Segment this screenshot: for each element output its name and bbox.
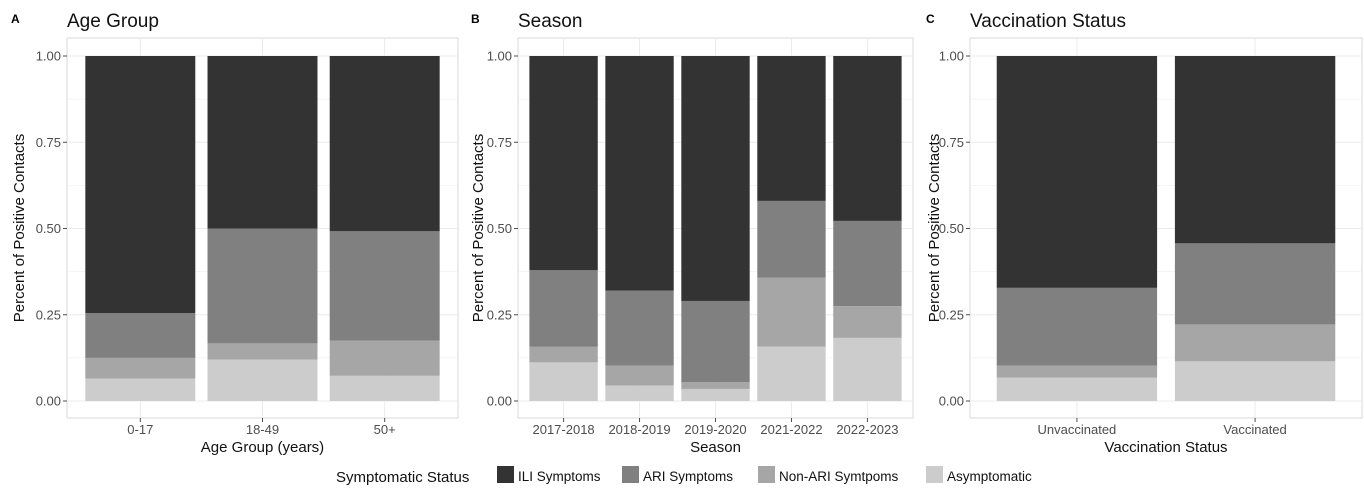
x-axis-title: Age Group (years)	[201, 439, 324, 456]
bar-segment-ari-symptoms-1	[207, 228, 318, 344]
bar-segment-asymptomatic-0	[529, 362, 598, 401]
bar-segment-ili-symptoms-4	[833, 56, 902, 221]
bar-segment-asymptomatic-2	[329, 375, 440, 401]
y-axis-title: Percent of Positive Contacts	[11, 134, 28, 322]
bar-segment-ili-symptoms-0	[85, 56, 196, 314]
panel-b: B Season 2017-2018 2018-2019 2019-2020 2021-2…	[470, 11, 914, 456]
bar-segment-asymptomatic-1	[207, 359, 318, 401]
bar-segment-non-ari-symtpoms-4	[833, 306, 902, 338]
bar-segment-ili-symptoms-0	[996, 56, 1158, 288]
legend-label: ARI Symptoms	[643, 469, 733, 484]
x-tick-label: 2018-2019	[608, 422, 670, 437]
y-tick-label: 0.50	[487, 221, 512, 236]
bar-segment-ari-symptoms-2	[681, 300, 750, 383]
x-tick-label: 18-49	[246, 422, 279, 437]
y-tick-label: 1.00	[36, 49, 61, 64]
panel-letter: C	[926, 12, 935, 26]
bar-segment-non-ari-symtpoms-0	[85, 357, 196, 379]
bar-segment-non-ari-symtpoms-1	[605, 365, 674, 386]
legend-label: Asymptomatic	[947, 469, 1032, 484]
x-tick-label: 50+	[374, 422, 396, 437]
bar-segment-asymptomatic-1	[605, 385, 674, 401]
x-axis-title: Vaccination Status	[1104, 439, 1227, 456]
x-tick-label: 0-17	[127, 422, 153, 437]
legend-swatch	[497, 466, 514, 483]
bar-segment-ili-symptoms-1	[1174, 56, 1336, 244]
bar-segment-non-ari-symtpoms-1	[207, 343, 318, 360]
bar-segment-ari-symptoms-2	[329, 231, 440, 341]
y-tick-label: 0.75	[487, 135, 512, 150]
bar-segment-non-ari-symtpoms-0	[996, 365, 1158, 378]
legend-item-non-ari-symtpoms: Non-ARI Symtpoms	[758, 466, 899, 484]
legend-label: ILI Symptoms	[518, 469, 601, 484]
bar-segment-ili-symptoms-1	[207, 56, 318, 229]
panel-letter: A	[11, 12, 20, 26]
bar-segment-non-ari-symtpoms-2	[329, 340, 440, 376]
y-tick-label: 0.75	[36, 135, 61, 150]
bar-segment-asymptomatic-4	[833, 337, 902, 401]
y-tick-label: 1.00	[487, 49, 512, 64]
legend-label: Non-ARI Symtpoms	[779, 469, 899, 484]
bar-segment-ili-symptoms-1	[605, 56, 674, 291]
panel-a: A Age Group 0-17 18-49 50+ 0.00 0.25 0.50 0.75 1.…	[11, 11, 459, 456]
bar-segment-ari-symptoms-0	[529, 270, 598, 347]
legend-swatch	[622, 466, 639, 483]
y-tick-label: 0.50	[939, 221, 964, 236]
bar-segment-ili-symptoms-2	[681, 56, 750, 301]
y-tick-label: 0.75	[939, 135, 964, 150]
y-tick-label: 0.25	[36, 307, 61, 322]
y-tick-label: 1.00	[939, 49, 964, 64]
y-tick-label: 0.00	[36, 394, 61, 409]
bar-segment-asymptomatic-2	[681, 388, 750, 401]
bar-segment-non-ari-symtpoms-1	[1174, 324, 1336, 362]
bar-segment-ari-symptoms-4	[833, 220, 902, 307]
bar-segment-non-ari-symtpoms-0	[529, 346, 598, 363]
y-axis-title: Percent of Positive Contacts	[470, 134, 487, 322]
bar-segment-ari-symptoms-0	[996, 287, 1158, 366]
y-tick-label: 0.00	[939, 394, 964, 409]
bar-segment-asymptomatic-0	[85, 378, 196, 401]
bar-segment-ari-symptoms-0	[85, 313, 196, 358]
legend-item-asymptomatic: Asymptomatic	[926, 466, 1032, 484]
bar-segment-non-ari-symtpoms-2	[681, 382, 750, 389]
x-tick-label: 2017-2018	[532, 422, 594, 437]
panel-title: Age Group	[67, 11, 159, 32]
chart-panels: A Age Group 0-17 18-49 50+ 0.00 0.25 0.50 0.75 1.…	[11, 11, 1363, 456]
panel-title: Season	[518, 11, 582, 32]
y-tick-label: 0.25	[939, 307, 964, 322]
panel-title: Vaccination Status	[970, 11, 1126, 32]
legend: Symptomatic Status ILI Symptoms ARI Sympt…	[336, 466, 1032, 486]
legend-swatch	[758, 466, 775, 483]
legend-item-ili-symptoms: ILI Symptoms	[497, 466, 601, 484]
x-tick-label: 2019-2020	[684, 422, 746, 437]
x-tick-label: Unvaccinated	[1038, 422, 1117, 437]
bar-segment-ili-symptoms-0	[529, 56, 598, 271]
panel-c: C Vaccination Status Unvaccinated Vaccinate…	[926, 11, 1363, 456]
bar-segment-ili-symptoms-3	[757, 56, 826, 201]
bar-segment-asymptomatic-1	[1174, 361, 1336, 401]
bar-segment-non-ari-symtpoms-3	[757, 277, 826, 347]
panel-letter: B	[471, 12, 480, 26]
y-tick-label: 0.50	[36, 221, 61, 236]
legend-item-ari-symptoms: ARI Symptoms	[622, 466, 733, 484]
bar-segment-ari-symptoms-1	[605, 290, 674, 366]
legend-swatch	[926, 466, 943, 483]
x-tick-label: Vaccinated	[1223, 422, 1286, 437]
y-tick-label: 0.25	[487, 307, 512, 322]
bar-segment-asymptomatic-0	[996, 377, 1158, 401]
legend-items: ILI Symptoms ARI Symptoms Non-ARI Symtpoms…	[497, 466, 1032, 484]
y-tick-label: 0.00	[487, 394, 512, 409]
x-axis-title: Season	[690, 439, 741, 456]
x-tick-label: 2021-2022	[760, 422, 822, 437]
bar-segment-ari-symptoms-3	[757, 200, 826, 278]
bar-segment-ari-symptoms-1	[1174, 243, 1336, 325]
bar-segment-asymptomatic-3	[757, 346, 826, 401]
legend-title: Symptomatic Status	[336, 469, 469, 485]
x-tick-label: 2022-2023	[836, 422, 898, 437]
y-axis-title: Percent of Positive Contacts	[926, 134, 943, 322]
bar-segment-ili-symptoms-2	[329, 56, 440, 232]
